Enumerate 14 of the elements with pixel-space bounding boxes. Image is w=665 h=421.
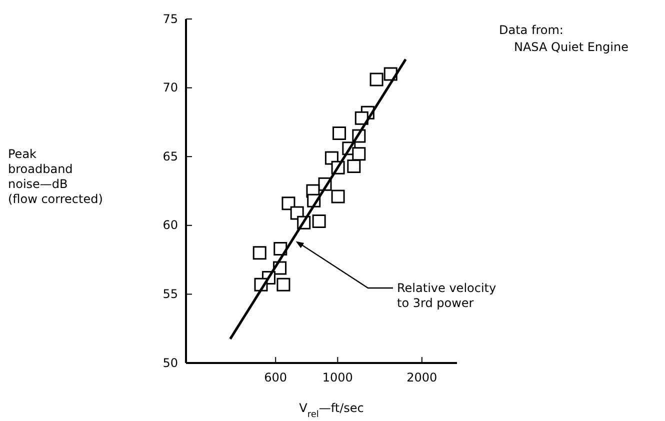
annotation: Relative velocity to 3rd power — [397, 281, 496, 310]
text: Data from: — [499, 23, 564, 37]
x-tick-label: 600 — [264, 370, 288, 385]
x-axis-title: V$_{rel}$—ft/sec — [299, 401, 364, 420]
text: NASA Quiet Engine — [514, 40, 628, 54]
y-tick-label: 55 — [162, 287, 178, 302]
y-tick-label: 70 — [162, 80, 178, 95]
y-tick-label: 60 — [162, 218, 178, 232]
y-tick-label: 75 — [162, 12, 178, 26]
y-tick-label: 50 — [162, 356, 178, 370]
x-tick-label: 1000 — [322, 370, 353, 385]
x-tick-label: 2000 — [406, 370, 438, 385]
y-axis-title: Peak broadband noise—dB (flow corrected) — [8, 147, 103, 206]
y-tick-label: 65 — [162, 149, 178, 164]
